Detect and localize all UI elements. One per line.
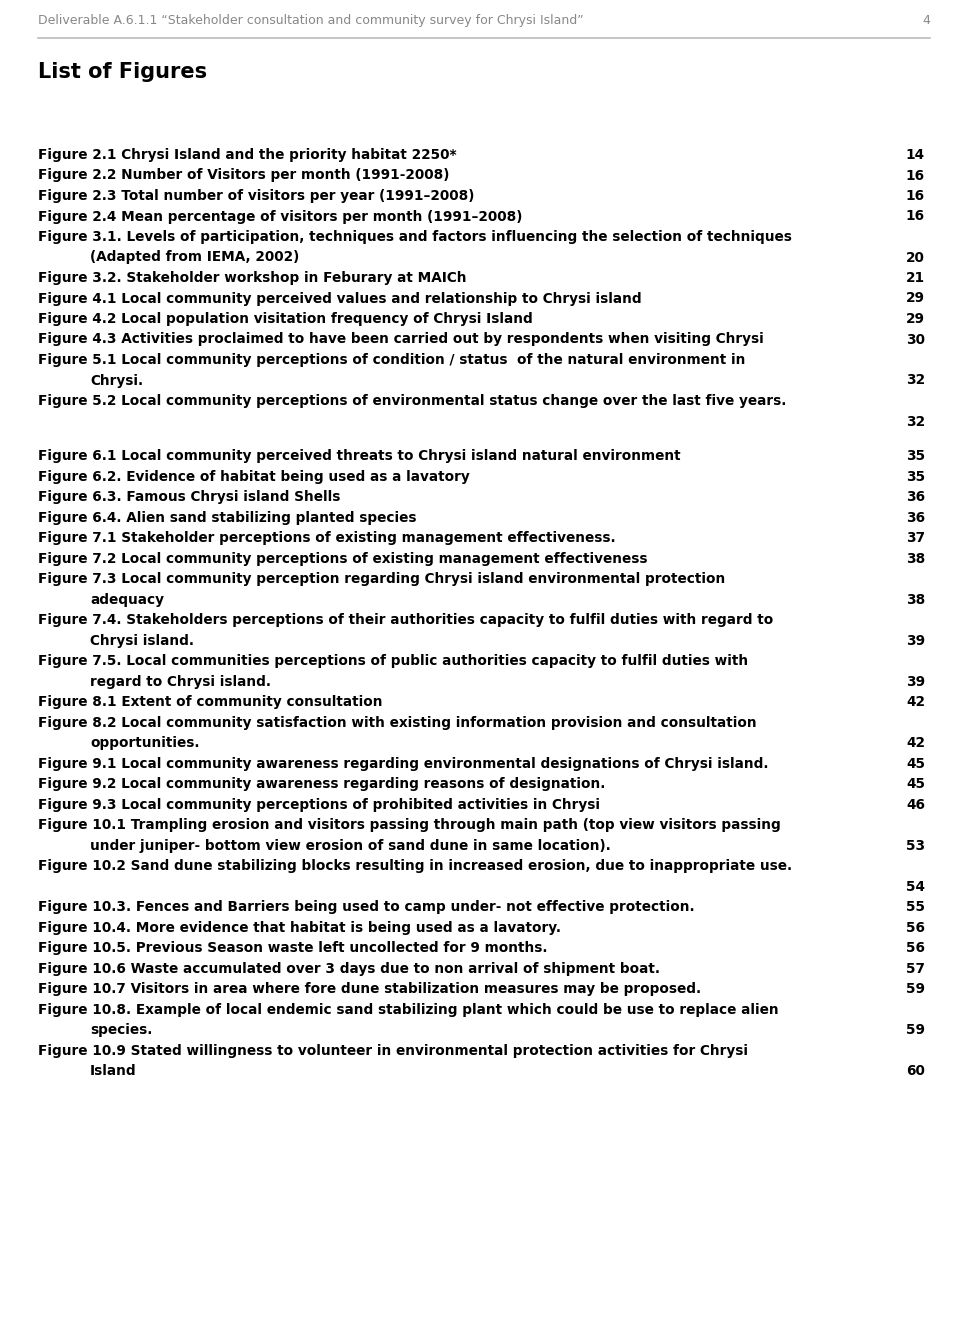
Text: 60: 60 (906, 1064, 925, 1079)
Text: 56: 56 (906, 921, 925, 935)
Text: adequacy: adequacy (90, 592, 164, 607)
Text: Figure 3.2. Stakeholder workshop in Feburary at MAICh: Figure 3.2. Stakeholder workshop in Febu… (38, 270, 467, 285)
Text: 36: 36 (906, 491, 925, 504)
Text: 39: 39 (906, 634, 925, 648)
Text: (Adapted from IEMA, 2002): (Adapted from IEMA, 2002) (90, 251, 300, 265)
Text: Figure 5.2 Local community perceptions of environmental status change over the l: Figure 5.2 Local community perceptions o… (38, 394, 786, 408)
Text: species.: species. (90, 1024, 153, 1037)
Text: List of Figures: List of Figures (38, 62, 207, 82)
Text: Figure 9.2 Local community awareness regarding reasons of designation.: Figure 9.2 Local community awareness reg… (38, 777, 606, 791)
Text: Figure 7.1 Stakeholder perceptions of existing management effectiveness.: Figure 7.1 Stakeholder perceptions of ex… (38, 532, 615, 545)
Text: 16: 16 (906, 169, 925, 182)
Text: Figure 10.3. Fences and Barriers being used to camp under- not effective protect: Figure 10.3. Fences and Barriers being u… (38, 901, 695, 914)
Text: Figure 10.2 Sand dune stabilizing blocks resulting in increased erosion, due to : Figure 10.2 Sand dune stabilizing blocks… (38, 860, 792, 873)
Text: 59: 59 (906, 983, 925, 996)
Text: 55: 55 (906, 901, 925, 914)
Text: Figure 2.4 Mean percentage of visitors per month (1991–2008): Figure 2.4 Mean percentage of visitors p… (38, 210, 522, 223)
Text: 4: 4 (923, 15, 930, 26)
Text: Figure 7.2 Local community perceptions of existing management effectiveness: Figure 7.2 Local community perceptions o… (38, 551, 647, 566)
Text: Figure 8.1 Extent of community consultation: Figure 8.1 Extent of community consultat… (38, 695, 382, 710)
Text: Figure 6.3. Famous Chrysi island Shells: Figure 6.3. Famous Chrysi island Shells (38, 491, 341, 504)
Text: 54: 54 (906, 880, 925, 894)
Text: 32: 32 (906, 373, 925, 388)
Text: Chrysi.: Chrysi. (90, 373, 143, 388)
Text: 36: 36 (906, 510, 925, 525)
Text: Figure 4.1 Local community perceived values and relationship to Chrysi island: Figure 4.1 Local community perceived val… (38, 291, 641, 306)
Text: 45: 45 (906, 777, 925, 791)
Text: Figure 10.7 Visitors in area where fore dune stabilization measures may be propo: Figure 10.7 Visitors in area where fore … (38, 983, 701, 996)
Text: Figure 10.9 Stated willingness to volunteer in environmental protection activiti: Figure 10.9 Stated willingness to volunt… (38, 1043, 748, 1058)
Text: Figure 6.4. Alien sand stabilizing planted species: Figure 6.4. Alien sand stabilizing plant… (38, 510, 417, 525)
Text: 59: 59 (906, 1024, 925, 1037)
Text: Chrysi island.: Chrysi island. (90, 634, 194, 648)
Text: Figure 6.1 Local community perceived threats to Chrysi island natural environmen: Figure 6.1 Local community perceived thr… (38, 450, 681, 463)
Text: Figure 4.3 Activities proclaimed to have been carried out by respondents when vi: Figure 4.3 Activities proclaimed to have… (38, 332, 764, 347)
Text: 38: 38 (905, 592, 925, 607)
Text: 16: 16 (906, 189, 925, 203)
Text: Figure 7.3 Local community perception regarding Chrysi island environmental prot: Figure 7.3 Local community perception re… (38, 572, 725, 587)
Text: Figure 2.2 Number of Visitors per month (1991-2008): Figure 2.2 Number of Visitors per month … (38, 169, 449, 182)
Text: 53: 53 (906, 839, 925, 853)
Text: 14: 14 (906, 148, 925, 162)
Text: 42: 42 (906, 695, 925, 710)
Text: Figure 10.4. More evidence that habitat is being used as a lavatory.: Figure 10.4. More evidence that habitat … (38, 921, 561, 935)
Text: Figure 8.2 Local community satisfaction with existing information provision and : Figure 8.2 Local community satisfaction … (38, 716, 756, 729)
Text: 57: 57 (906, 962, 925, 976)
Text: opportunities.: opportunities. (90, 736, 200, 751)
Text: Figure 5.1 Local community perceptions of condition / status  of the natural env: Figure 5.1 Local community perceptions o… (38, 353, 745, 367)
Text: 42: 42 (906, 736, 925, 751)
Text: 46: 46 (906, 798, 925, 813)
Text: Figure 3.1. Levels of participation, techniques and factors influencing the sele: Figure 3.1. Levels of participation, tec… (38, 230, 792, 244)
Text: 56: 56 (906, 942, 925, 955)
Text: 35: 35 (906, 450, 925, 463)
Text: under juniper- bottom view erosion of sand dune in same location).: under juniper- bottom view erosion of sa… (90, 839, 611, 853)
Text: Figure 9.1 Local community awareness regarding environmental designations of Chr: Figure 9.1 Local community awareness reg… (38, 757, 769, 770)
Text: 29: 29 (906, 313, 925, 326)
Text: 45: 45 (906, 757, 925, 770)
Text: 37: 37 (906, 532, 925, 545)
Text: 32: 32 (906, 414, 925, 429)
Text: Island: Island (90, 1064, 136, 1079)
Text: Figure 10.8. Example of local endemic sand stabilizing plant which could be use : Figure 10.8. Example of local endemic sa… (38, 1002, 779, 1017)
Text: Deliverable A.6.1.1 “Stakeholder consultation and community survey for Chrysi Is: Deliverable A.6.1.1 “Stakeholder consult… (38, 15, 584, 26)
Text: 29: 29 (906, 291, 925, 306)
Text: Figure 10.1 Trampling erosion and visitors passing through main path (top view v: Figure 10.1 Trampling erosion and visito… (38, 818, 780, 832)
Text: Figure 7.5. Local communities perceptions of public authorities capacity to fulf: Figure 7.5. Local communities perception… (38, 654, 748, 669)
Text: Figure 6.2. Evidence of habitat being used as a lavatory: Figure 6.2. Evidence of habitat being us… (38, 470, 469, 484)
Text: 20: 20 (906, 251, 925, 265)
Text: Figure 10.5. Previous Season waste left uncollected for 9 months.: Figure 10.5. Previous Season waste left … (38, 942, 547, 955)
Text: Figure 9.3 Local community perceptions of prohibited activities in Chrysi: Figure 9.3 Local community perceptions o… (38, 798, 600, 813)
Text: Figure 4.2 Local population visitation frequency of Chrysi Island: Figure 4.2 Local population visitation f… (38, 313, 533, 326)
Text: regard to Chrysi island.: regard to Chrysi island. (90, 675, 271, 689)
Text: 21: 21 (906, 270, 925, 285)
Text: 16: 16 (906, 210, 925, 223)
Text: 35: 35 (906, 470, 925, 484)
Text: 39: 39 (906, 675, 925, 689)
Text: 30: 30 (906, 332, 925, 347)
Text: Figure 2.1 Chrysi Island and the priority habitat 2250*: Figure 2.1 Chrysi Island and the priorit… (38, 148, 457, 162)
Text: Figure 10.6 Waste accumulated over 3 days due to non arrival of shipment boat.: Figure 10.6 Waste accumulated over 3 day… (38, 962, 660, 976)
Text: Figure 2.3 Total number of visitors per year (1991–2008): Figure 2.3 Total number of visitors per … (38, 189, 474, 203)
Text: 38: 38 (905, 551, 925, 566)
Text: Figure 7.4. Stakeholders perceptions of their authorities capacity to fulfil dut: Figure 7.4. Stakeholders perceptions of … (38, 613, 773, 628)
